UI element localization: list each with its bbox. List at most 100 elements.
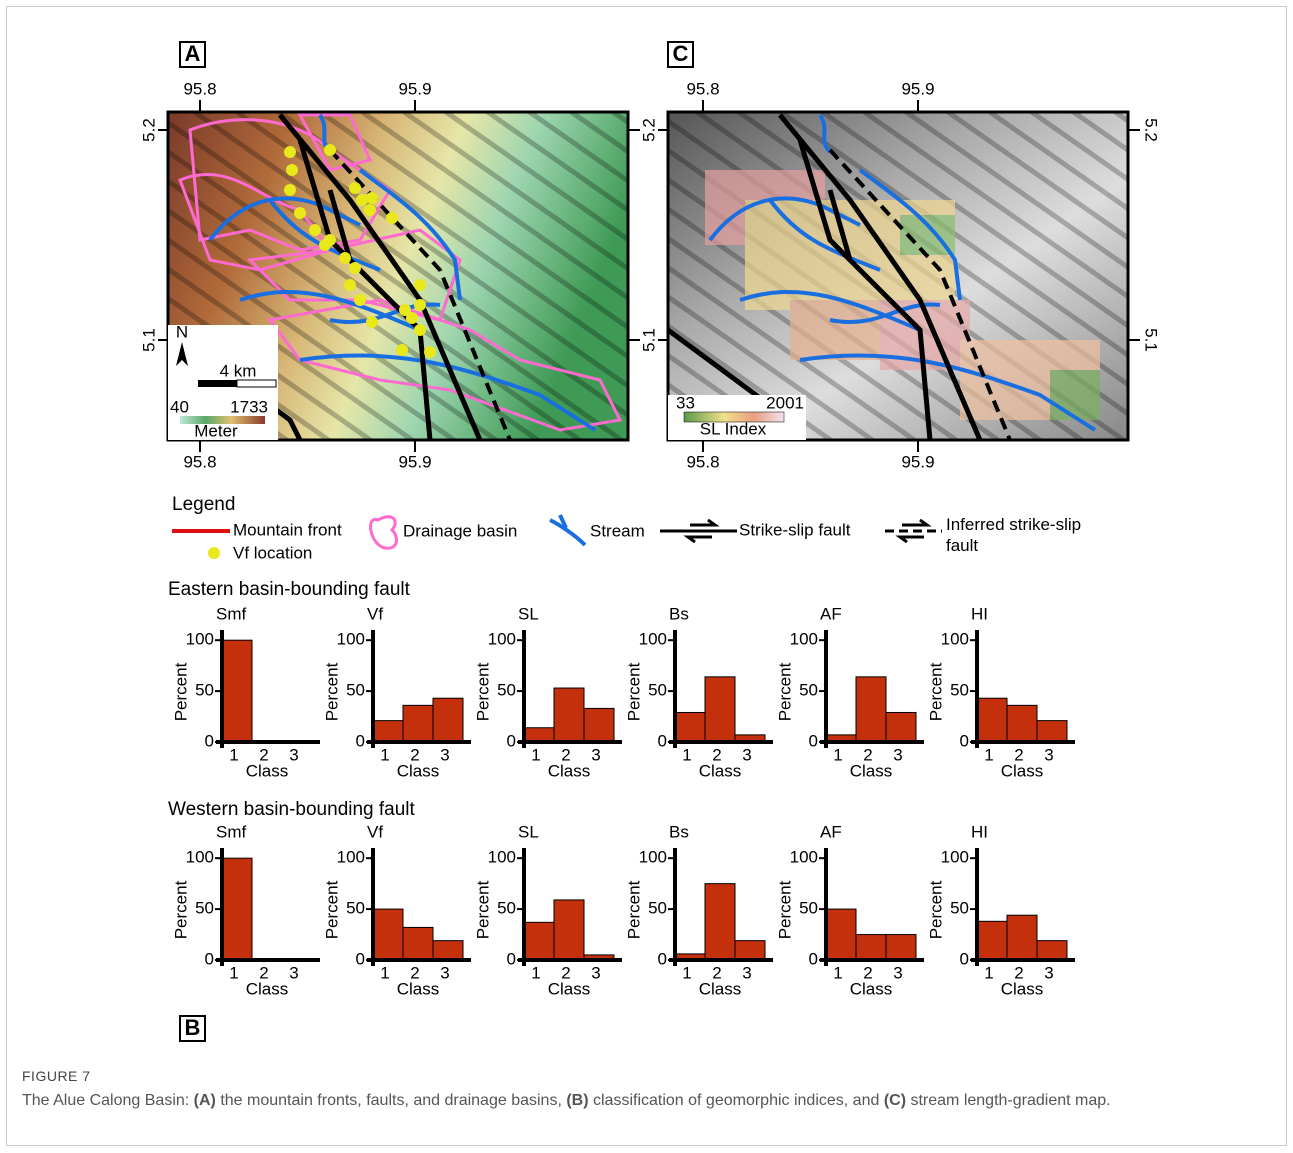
ramp-unit: Meter (194, 421, 238, 440)
lat-label: 5.1 (639, 328, 658, 352)
chart-title: HI (971, 822, 988, 841)
bar (1007, 705, 1037, 742)
bar (403, 705, 433, 742)
bar (524, 922, 554, 960)
caption: The Alue Calong Basin: (A) the mountain … (22, 1090, 1252, 1112)
ramp-title: SL Index (700, 419, 767, 438)
y-tick-label: 0 (356, 731, 365, 750)
y-axis-title: Percent (171, 880, 190, 939)
x-tick-label: 1 (531, 745, 540, 764)
caption-part: (C) (884, 1092, 906, 1109)
y-tick-label: 100 (790, 848, 818, 867)
legend-label: Mountain front (233, 520, 342, 539)
y-tick-label: 50 (799, 681, 818, 700)
y-tick-label: 0 (658, 949, 667, 968)
bar (222, 858, 252, 960)
y-tick-label: 0 (960, 949, 969, 968)
lat-label: 5.2 (139, 118, 158, 142)
y-axis-title: Percent (775, 880, 794, 939)
y-tick-label: 100 (941, 630, 969, 649)
y-tick-label: 100 (790, 630, 818, 649)
y-axis-title: Percent (624, 880, 643, 939)
legend-label: Drainage basin (403, 521, 517, 540)
y-tick-label: 50 (950, 899, 969, 918)
vf-dot (349, 182, 361, 194)
chart-title: Smf (216, 822, 247, 841)
y-tick-label: 50 (346, 899, 365, 918)
caption-part: (A) (194, 1092, 216, 1109)
bar (584, 708, 614, 742)
y-tick-label: 100 (337, 630, 365, 649)
bar (524, 728, 554, 742)
north-label: N (176, 322, 188, 341)
y-tick-label: 0 (658, 731, 667, 750)
y-axis-title: Percent (926, 662, 945, 721)
x-tick-label: 1 (229, 963, 238, 982)
page: A N 4 km 40 1733 Meter 95.8 95.9 95.8 95… (0, 0, 1293, 1153)
caption-part: the mountain fronts, faults, and drainag… (216, 1092, 566, 1109)
x-tick-label: 2 (1014, 745, 1023, 764)
chart-title: AF (820, 604, 842, 623)
caption-part: The Alue Calong Basin: (22, 1092, 194, 1109)
lon-label: 95.8 (183, 79, 216, 98)
sl-patch (1050, 370, 1100, 420)
chart-title: SL (518, 604, 539, 623)
lon-label: 95.9 (901, 79, 934, 98)
x-tick-label: 2 (712, 963, 721, 982)
vf-dot (356, 194, 368, 206)
y-tick-label: 0 (205, 949, 214, 968)
y-tick-label: 100 (488, 630, 516, 649)
vf-dot (366, 316, 378, 328)
x-tick-label: 1 (682, 745, 691, 764)
x-tick-label: 3 (893, 745, 902, 764)
bar (705, 884, 735, 960)
y-tick-label: 100 (186, 848, 214, 867)
y-tick-label: 50 (950, 681, 969, 700)
vf-dot (414, 279, 426, 291)
bar (373, 721, 403, 742)
chart-title: Vf (367, 604, 383, 623)
y-tick-label: 0 (205, 731, 214, 750)
panel-label: A (185, 41, 201, 66)
x-tick-label: 2 (259, 963, 268, 982)
ramp-max: 2001 (766, 393, 804, 412)
bar (705, 677, 735, 742)
vf-dot (366, 192, 378, 204)
x-tick-label: 3 (742, 745, 751, 764)
vf-dot (396, 344, 408, 356)
caption-part: (B) (566, 1092, 588, 1109)
x-tick-label: 3 (440, 963, 449, 982)
group-title: Eastern basin-bounding fault (168, 579, 411, 600)
bar (977, 921, 1007, 960)
caption-label: FIGURE 7 (22, 1068, 91, 1084)
x-tick-label: 2 (259, 745, 268, 764)
lon-label: 95.9 (398, 79, 431, 98)
lat-label: 5.2 (1142, 118, 1161, 142)
x-tick-label: 3 (742, 963, 751, 982)
chart-title: HI (971, 604, 988, 623)
legend-label: Stream (590, 521, 645, 540)
legend-swatch (550, 515, 585, 545)
x-tick-label: 3 (591, 963, 600, 982)
chart-title: Vf (367, 822, 383, 841)
vf-dot (294, 207, 306, 219)
ramp-max: 1733 (230, 397, 268, 416)
x-tick-label: 3 (289, 963, 298, 982)
bar (373, 909, 403, 960)
y-tick-label: 50 (195, 681, 214, 700)
legend-swatch (371, 517, 397, 548)
bar (433, 698, 463, 742)
y-tick-label: 0 (809, 949, 818, 968)
x-tick-label: 3 (1044, 745, 1053, 764)
caption-part: classification of geomorphic indices, an… (589, 1092, 884, 1109)
chart-title: AF (820, 822, 842, 841)
y-tick-label: 100 (186, 630, 214, 649)
ramp-min: 40 (170, 397, 189, 416)
vf-dot (309, 224, 321, 236)
x-tick-label: 3 (289, 745, 298, 764)
bar (856, 677, 886, 742)
bar (1037, 721, 1067, 742)
vf-dot (344, 279, 356, 291)
y-tick-label: 50 (346, 681, 365, 700)
x-tick-label: 2 (410, 963, 419, 982)
